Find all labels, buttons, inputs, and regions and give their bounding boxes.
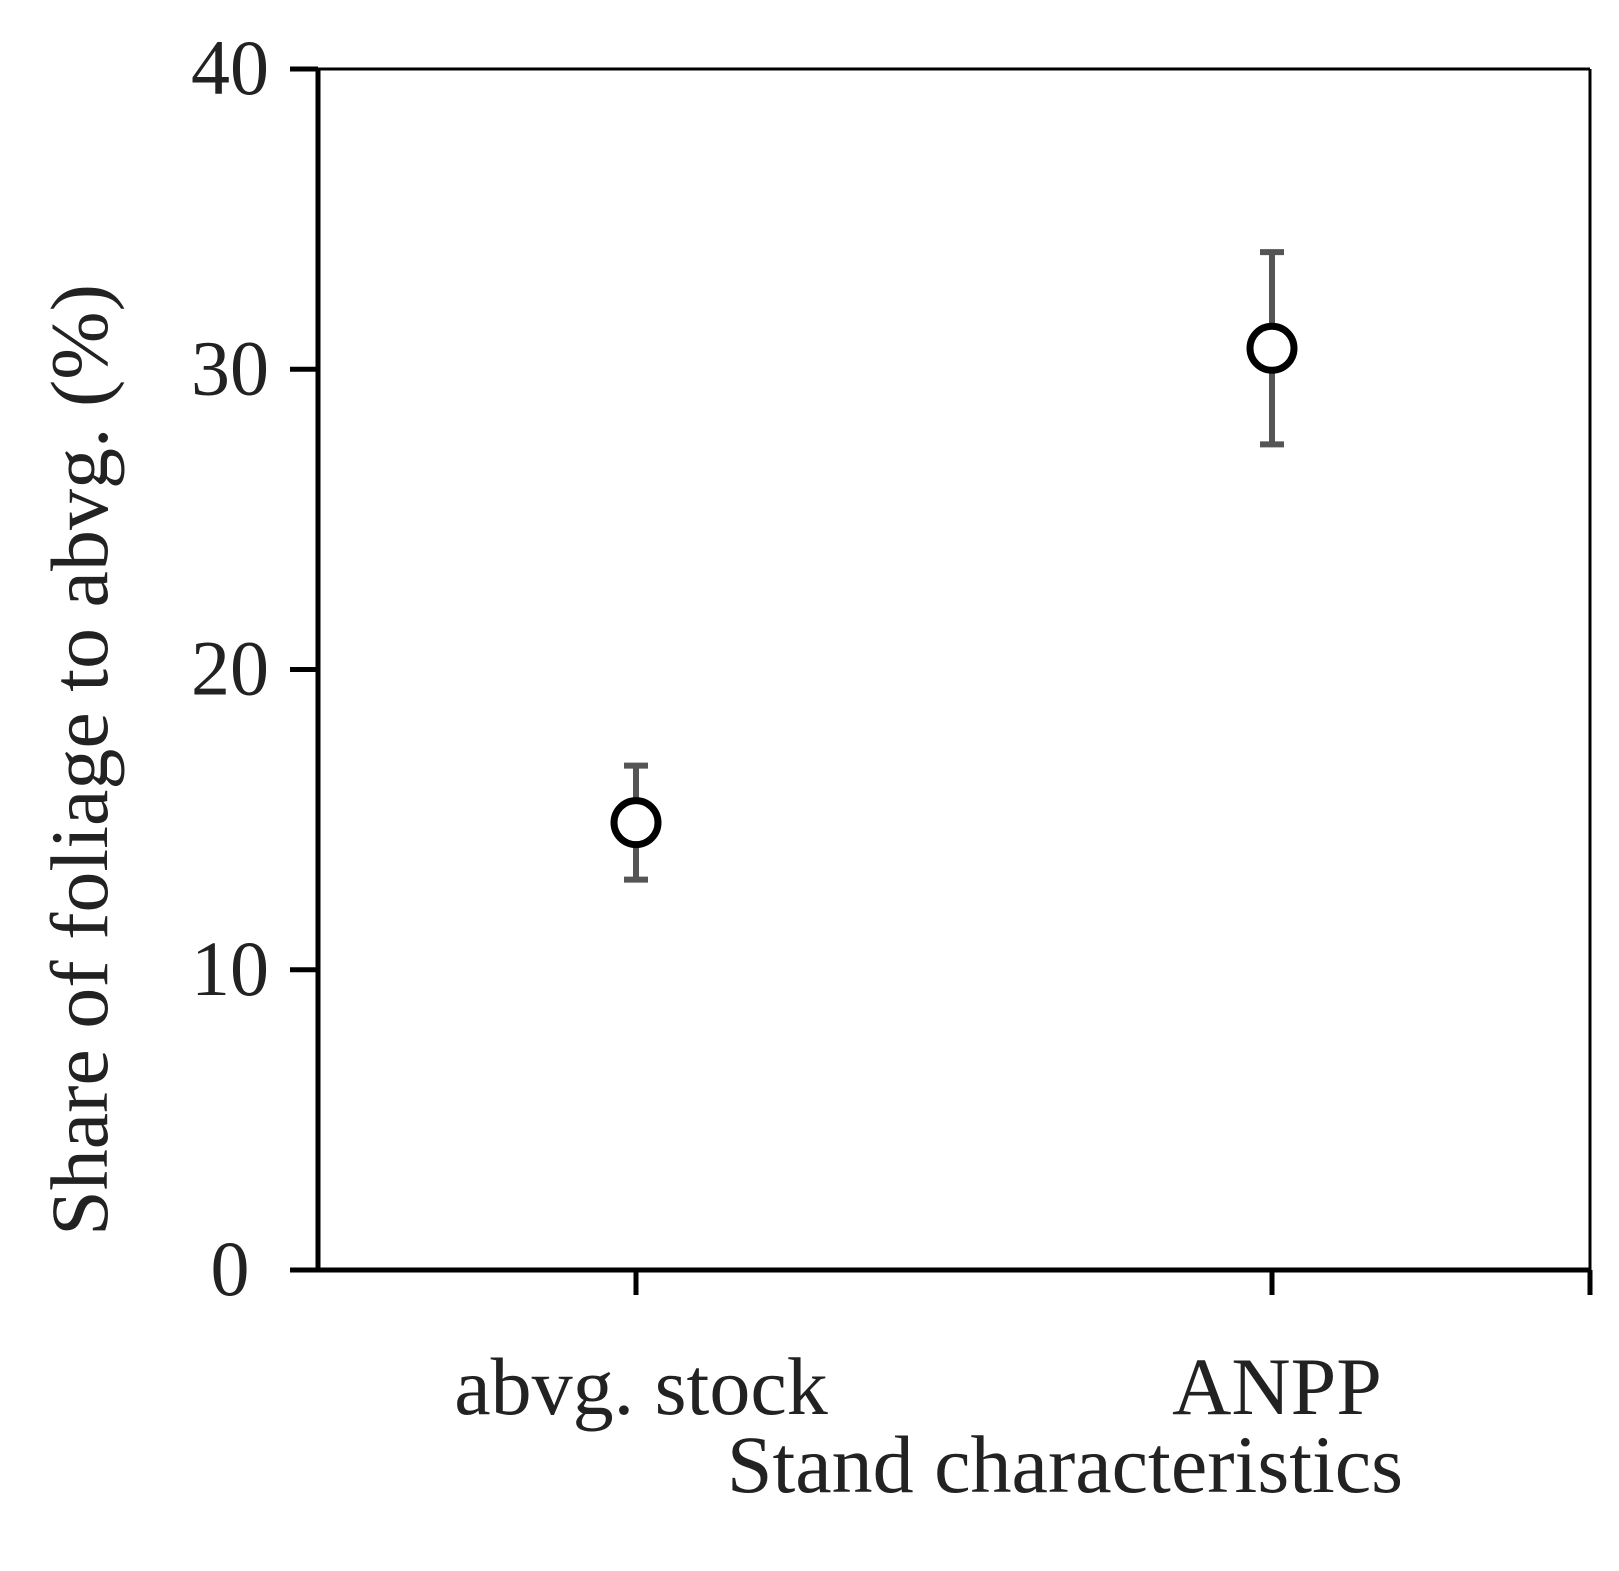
point	[610, 797, 662, 849]
x-tick-label: ANPP	[1172, 1341, 1382, 1432]
y-tick-label: 30	[191, 324, 269, 411]
point	[1246, 322, 1298, 374]
x-axis-label: Stand characteristics	[727, 1419, 1403, 1510]
y-tick-label: 20	[191, 625, 269, 712]
y-tick-label: 0	[211, 1225, 250, 1312]
y-axis-label: Share of foliage to abvg. (%)	[34, 284, 125, 1236]
y-tick-label: 10	[191, 925, 269, 1012]
y-tick-label: 40	[191, 24, 269, 111]
x-tick-label: abvg. stock	[454, 1341, 827, 1432]
